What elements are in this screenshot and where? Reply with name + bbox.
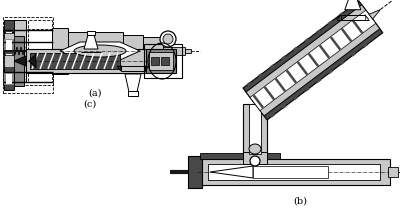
Text: (c): (c) (83, 100, 97, 109)
Bar (14, 36, 24, 86)
Bar (4, 33, 14, 45)
Bar (3, 17, 53, 85)
Bar (200, 159, 390, 185)
Bar (123, 35, 143, 67)
Ellipse shape (250, 156, 260, 166)
Bar (149, 52, 173, 70)
Polygon shape (210, 166, 253, 178)
Bar (144, 44, 182, 78)
Bar (14, 20, 26, 82)
Bar (6, 74, 12, 84)
Bar (151, 57, 159, 65)
Bar (161, 57, 169, 65)
Bar (128, 91, 138, 96)
Bar (6, 32, 12, 46)
Bar (208, 164, 380, 180)
Polygon shape (29, 54, 36, 68)
Bar (87, 31, 95, 35)
Bar (68, 32, 123, 70)
Bar (253, 166, 328, 178)
Bar (4, 55, 14, 67)
Bar (30, 53, 120, 69)
Polygon shape (250, 10, 376, 111)
Polygon shape (243, 1, 383, 120)
Polygon shape (84, 35, 98, 49)
Bar (243, 152, 267, 164)
Bar (6, 40, 12, 50)
Ellipse shape (249, 144, 261, 154)
Bar (4, 73, 14, 85)
Text: (b): (b) (293, 197, 307, 206)
Bar (200, 153, 280, 159)
Bar (163, 47, 185, 55)
Ellipse shape (163, 34, 173, 44)
Polygon shape (125, 74, 141, 92)
Polygon shape (60, 42, 140, 60)
Bar (4, 39, 14, 51)
Bar (243, 104, 267, 159)
Ellipse shape (160, 31, 176, 47)
Bar (3, 29, 53, 93)
Bar (188, 156, 202, 188)
Polygon shape (14, 56, 26, 66)
Polygon shape (369, 9, 380, 19)
Bar (185, 49, 191, 53)
Bar (4, 32, 14, 90)
Text: (a): (a) (88, 89, 102, 98)
Bar (28, 20, 52, 82)
Polygon shape (345, 0, 361, 10)
Bar (146, 49, 176, 73)
Bar (388, 167, 398, 177)
Bar (143, 37, 163, 65)
Bar (6, 54, 12, 68)
Bar (4, 20, 14, 82)
Ellipse shape (74, 45, 126, 57)
Bar (52, 28, 68, 74)
Bar (26, 49, 146, 73)
Bar (249, 104, 261, 154)
Polygon shape (246, 5, 380, 116)
